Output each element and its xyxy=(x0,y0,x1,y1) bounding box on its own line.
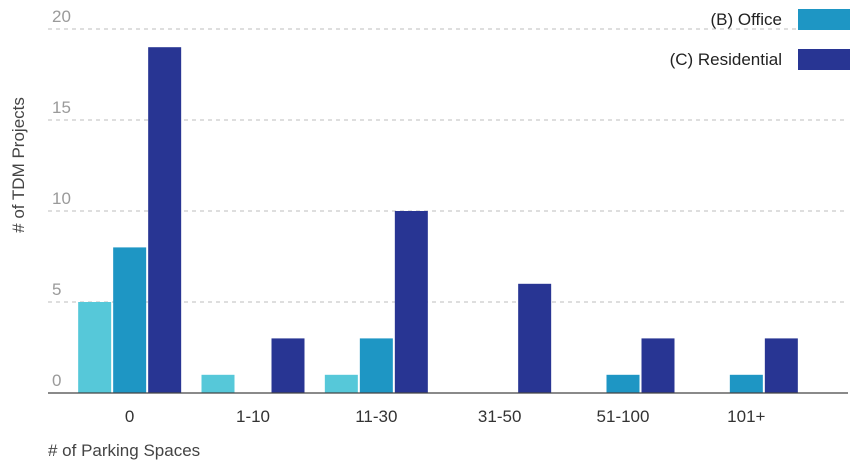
y-axis-title: # of TDM Projects xyxy=(9,97,28,233)
legend-swatch-2 xyxy=(798,49,850,70)
bar-series0-0 xyxy=(78,302,112,393)
grid-layer xyxy=(48,28,848,303)
x-tick-labels: 0 1-10 11-30 31-50 51-100 101+ xyxy=(125,407,766,426)
bar-series2-0 xyxy=(148,47,182,393)
bar-series1-0 xyxy=(113,247,147,393)
y-tick-label: 0 xyxy=(52,371,61,390)
bar-series2-11-30 xyxy=(394,211,428,393)
y-tick-label: 10 xyxy=(52,189,71,208)
y-tick-label: 15 xyxy=(52,98,71,117)
x-tick-label: 51-100 xyxy=(597,407,650,426)
bar-series1-11-30 xyxy=(359,338,393,393)
bar-series0-1-10 xyxy=(201,374,235,393)
y-tick-labels: 0 5 10 15 20 xyxy=(52,7,71,390)
bar-series2-1-10 xyxy=(271,338,305,393)
y-tick-label: 5 xyxy=(52,280,61,299)
bar-series2-31-50 xyxy=(518,283,552,393)
bar-series1-101+ xyxy=(729,374,763,393)
legend-label-1: (B) Office xyxy=(711,10,782,29)
x-tick-label: 11-30 xyxy=(355,407,397,426)
x-tick-label: 0 xyxy=(125,407,134,426)
x-tick-label: 1-10 xyxy=(236,407,270,426)
legend-label-2: (C) Residential xyxy=(670,50,782,69)
bar-series1-51-100 xyxy=(606,374,640,393)
x-tick-label: 31-50 xyxy=(478,407,521,426)
legend: (B) Office (C) Residential xyxy=(670,9,850,70)
bar-series2-101+ xyxy=(764,338,798,393)
bars xyxy=(78,47,798,393)
legend-swatch-1 xyxy=(798,9,850,30)
x-axis-title: # of Parking Spaces xyxy=(48,441,200,460)
bar-series0-11-30 xyxy=(324,374,358,393)
y-tick-label: 20 xyxy=(52,7,71,26)
x-tick-label: 101+ xyxy=(727,407,765,426)
bar-series2-51-100 xyxy=(641,338,675,393)
